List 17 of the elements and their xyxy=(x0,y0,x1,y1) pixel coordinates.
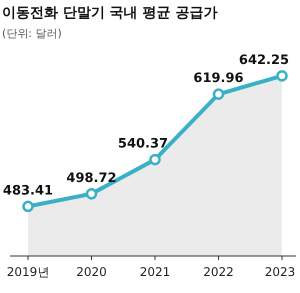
chart-subtitle: (단위: 달러) xyxy=(2,27,62,40)
point xyxy=(276,70,288,82)
data-label: 619.96 xyxy=(193,71,244,86)
data-label: 483.41 xyxy=(2,183,54,198)
data-label: 498.72 xyxy=(66,170,117,186)
x-tick-label: 2019년 xyxy=(6,265,50,279)
x-tick-label: 2020 xyxy=(76,265,107,279)
point xyxy=(149,154,161,166)
point xyxy=(212,88,224,100)
x-tick-label: 2021 xyxy=(140,265,170,279)
data-label: 642.25 xyxy=(238,52,290,68)
chart-title: 이동전화 단말기 국내 평균 공급가 xyxy=(2,5,218,21)
x-tick-label: 2023 xyxy=(264,265,296,279)
point xyxy=(22,200,34,212)
data-label: 540.37 xyxy=(118,136,168,152)
x-tick-label: 2022 xyxy=(203,265,234,279)
point xyxy=(86,188,98,200)
